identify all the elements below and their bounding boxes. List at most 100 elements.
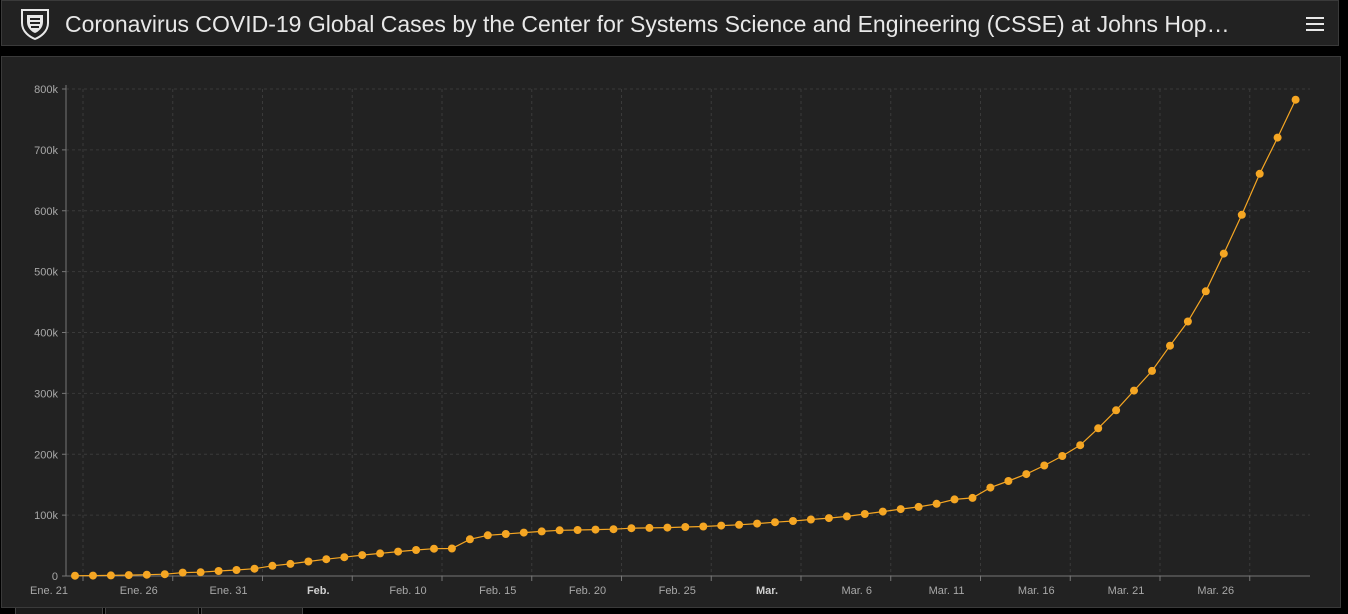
grid-layer — [66, 88, 1310, 576]
data-point[interactable] — [340, 553, 349, 562]
y-tick-label: 400k — [34, 328, 58, 340]
y-tick-label: 600k — [34, 206, 58, 218]
y-tick-label: 700k — [34, 145, 58, 157]
x-tick-label: Feb. — [307, 585, 330, 597]
x-tick-label: Mar. 21 — [1108, 585, 1145, 597]
data-point[interactable] — [537, 527, 546, 536]
x-tick-label: Ene. 21 — [30, 585, 68, 597]
data-point[interactable] — [1076, 441, 1085, 450]
x-tick-label: Ene. 31 — [210, 585, 248, 597]
data-point[interactable] — [771, 518, 779, 527]
data-point[interactable] — [196, 568, 205, 577]
data-point[interactable] — [358, 551, 367, 560]
x-tick-label: Mar. — [756, 585, 778, 597]
data-point[interactable] — [968, 493, 977, 502]
data-point[interactable] — [1219, 249, 1228, 258]
data-point[interactable] — [645, 523, 654, 532]
data-point[interactable] — [483, 531, 492, 540]
x-tick-label: Mar. 11 — [929, 585, 965, 597]
data-point[interactable] — [986, 483, 995, 492]
data-point[interactable] — [609, 525, 618, 534]
data-point[interactable] — [1130, 386, 1138, 395]
data-point[interactable] — [806, 515, 815, 524]
data-point[interactable] — [824, 514, 833, 523]
x-tick-label: Feb. 10 — [389, 585, 426, 597]
page-title: Coronavirus COVID-19 Global Cases by the… — [65, 11, 1230, 37]
data-point[interactable] — [1022, 470, 1031, 479]
data-point[interactable] — [142, 570, 151, 579]
data-point[interactable] — [950, 495, 959, 504]
data-point[interactable] — [106, 571, 115, 580]
data-point[interactable] — [447, 544, 456, 553]
y-tick-label: 500k — [34, 267, 58, 279]
data-point[interactable] — [160, 570, 169, 579]
y-tick-label: 100k — [34, 510, 58, 522]
data-point[interactable] — [394, 547, 403, 556]
y-tick-label: 0 — [52, 571, 58, 583]
data-point[interactable] — [1255, 169, 1264, 178]
data-point[interactable] — [124, 571, 133, 580]
data-point[interactable] — [627, 524, 636, 533]
data-point[interactable] — [753, 519, 762, 528]
data-point[interactable] — [1112, 406, 1121, 415]
x-tick-label: Mar. 16 — [1018, 585, 1055, 597]
hamburger-menu-icon[interactable] — [1304, 13, 1326, 35]
data-point[interactable] — [304, 557, 313, 566]
data-point[interactable] — [268, 561, 277, 570]
data-point[interactable] — [1273, 133, 1282, 142]
data-point[interactable] — [1094, 424, 1103, 433]
data-point[interactable] — [789, 517, 797, 525]
cases-line-chart: 0 100k 200k 300k 400k 500k 600k 700k 800k Ene. 21… — [30, 84, 1310, 597]
data-point[interactable] — [1148, 366, 1156, 375]
data-point[interactable] — [735, 520, 744, 529]
data-point[interactable] — [286, 559, 295, 568]
data-point[interactable] — [1183, 317, 1192, 326]
data-point[interactable] — [232, 566, 241, 574]
data-point[interactable] — [591, 525, 600, 534]
data-point[interactable] — [663, 523, 672, 532]
data-point[interactable] — [896, 505, 905, 514]
y-tick-label: 300k — [34, 388, 58, 400]
data-point[interactable] — [519, 528, 528, 537]
data-point[interactable] — [1291, 95, 1300, 104]
data-point[interactable] — [89, 571, 97, 580]
data-point[interactable] — [860, 510, 869, 518]
data-point[interactable] — [699, 522, 708, 531]
series-line-confirmed — [74, 99, 1297, 577]
data-point[interactable] — [842, 512, 851, 521]
data-point[interactable] — [932, 499, 941, 508]
x-tick-label: Feb. 20 — [569, 585, 606, 597]
data-point[interactable] — [412, 546, 421, 554]
data-point[interactable] — [1058, 452, 1067, 460]
data-point[interactable] — [914, 502, 923, 511]
line-layer — [74, 99, 1297, 577]
data-point[interactable] — [1201, 287, 1210, 296]
data-point[interactable] — [1040, 461, 1049, 470]
data-point[interactable] — [430, 544, 438, 553]
data-point[interactable] — [1237, 210, 1246, 219]
bottom-tab[interactable] — [15, 608, 103, 614]
x-tick-label: Ene. 26 — [120, 585, 158, 597]
data-point[interactable] — [555, 526, 564, 535]
data-point[interactable] — [376, 549, 385, 558]
data-point[interactable] — [681, 523, 690, 531]
data-point[interactable] — [501, 530, 510, 538]
y-tick-label: 200k — [34, 449, 58, 461]
data-point[interactable] — [573, 526, 582, 534]
data-point[interactable] — [250, 564, 259, 573]
data-point[interactable] — [465, 535, 474, 544]
bottom-tab[interactable] — [201, 608, 303, 614]
data-point[interactable] — [1166, 341, 1174, 350]
axis-layer: 0 100k 200k 300k 400k 500k 600k 700k 800k Ene. 21… — [30, 84, 1310, 597]
x-tick-label: Mar. 26 — [1197, 585, 1234, 597]
point-layer — [71, 95, 1300, 580]
data-point[interactable] — [214, 567, 223, 575]
data-point[interactable] — [1004, 477, 1013, 485]
data-point[interactable] — [71, 571, 79, 580]
data-point[interactable] — [178, 568, 187, 577]
data-point[interactable] — [717, 521, 726, 530]
bottom-tab-strip — [1, 608, 1341, 614]
data-point[interactable] — [322, 555, 331, 564]
data-point[interactable] — [878, 507, 887, 516]
bottom-tab[interactable] — [105, 608, 199, 614]
